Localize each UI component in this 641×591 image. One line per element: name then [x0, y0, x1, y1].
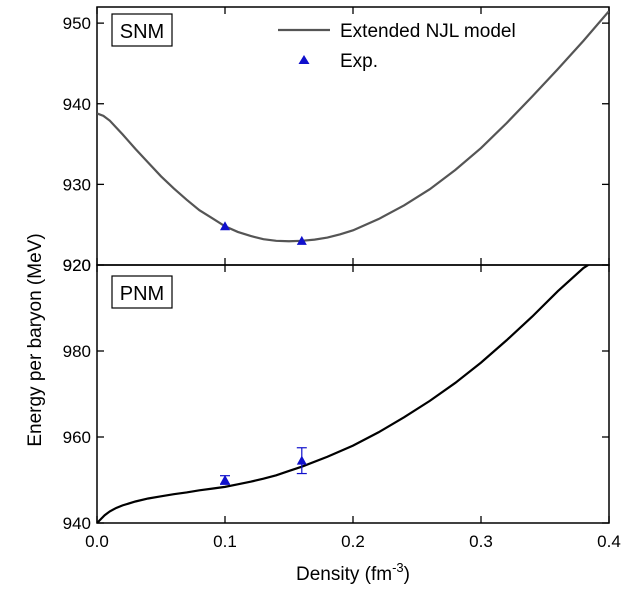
snm-exp-point — [296, 235, 307, 245]
snm-plot-area: 920 930 940 950 — [63, 6, 610, 275]
pnm-frame — [96, 264, 610, 524]
pnm-model-line — [97, 265, 591, 523]
x-tick-label: 0.1 — [213, 532, 237, 551]
pnm-top-tick-label: 920 — [63, 256, 91, 275]
x-axis: 0.0 0.1 0.2 0.3 0.4 — [85, 532, 621, 551]
legend-label-exp: Exp. — [340, 51, 378, 72]
x-tick-label: 0.4 — [597, 532, 621, 551]
pnm-y-tick-label: 940 — [63, 514, 91, 533]
pnm-y-tick-label: 980 — [63, 342, 91, 361]
x-axis-title-sup: -3 — [392, 560, 404, 575]
pnm-exp-point — [296, 455, 307, 465]
snm-frame — [96, 6, 610, 266]
pnm-plot-area: 940 960 980 920 — [63, 256, 610, 533]
x-axis-title: Density (fm-3) — [296, 560, 410, 585]
y-axis-title: Energy per baryon (MeV) — [25, 233, 46, 446]
snm-exp-point — [220, 221, 230, 231]
snm-panel-tag-label: SNM — [120, 21, 164, 43]
pnm-exp-point — [220, 475, 230, 484]
legend: Extended NJL model Exp. — [278, 21, 516, 72]
legend-marker-exp — [298, 55, 310, 64]
snm-y-tick-label: 920 — [63, 256, 91, 275]
x-tick-label: 0.3 — [469, 532, 493, 551]
snm-y-tick-label: 930 — [63, 175, 91, 194]
snm-panel-tag: SNM — [111, 13, 173, 47]
x-tick-label: 0.2 — [341, 532, 365, 551]
snm-y-tick-label: 940 — [63, 95, 91, 114]
x-axis-title-main: Density (fm — [296, 564, 392, 585]
pnm-panel-tag-label: PNM — [120, 283, 164, 305]
snm-model-line — [97, 10, 609, 243]
legend-label-model: Extended NJL model — [340, 21, 516, 42]
snm-y-tick-label: 950 — [63, 14, 91, 33]
pnm-panel-tag: PNM — [111, 275, 173, 309]
x-tick-label: 0.0 — [85, 532, 109, 551]
x-axis-title-close: ) — [404, 564, 410, 585]
pnm-y-tick-label: 960 — [63, 428, 91, 447]
